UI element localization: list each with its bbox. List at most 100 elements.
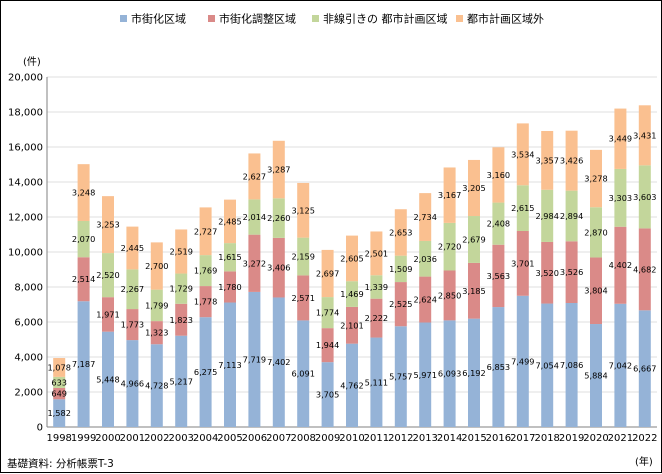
data-label: 1,971 [96, 309, 119, 319]
x-tick-label: 2009 [315, 433, 340, 444]
data-label: 3,804 [584, 286, 607, 296]
data-label: 4,728 [145, 381, 168, 391]
y-tick-label: 10,000 [8, 248, 43, 259]
y-unit-label: (件) [23, 56, 41, 68]
bar-segment [126, 226, 139, 270]
data-label: 1,773 [121, 320, 144, 330]
bar-segment [53, 387, 66, 400]
bar-segment [297, 237, 310, 276]
data-label: 3,534 [511, 149, 534, 159]
legend-label: 市街化調整区域 [219, 12, 296, 26]
data-label: 2,653 [389, 227, 412, 237]
bar-segment [53, 358, 66, 377]
bar-segment [272, 237, 285, 298]
data-label: 3,248 [72, 188, 95, 198]
bar-segment [614, 168, 627, 227]
bar-segment [614, 108, 627, 169]
y-tick-label: 16,000 [8, 143, 43, 154]
data-label: 3,406 [267, 263, 290, 273]
x-tick-label: 2019 [559, 433, 584, 444]
bar-segment [394, 209, 407, 256]
bar-segment [370, 337, 383, 427]
bar-segment [77, 164, 90, 222]
bar-segment [77, 301, 90, 427]
data-label: 5,448 [96, 374, 119, 384]
data-label: 7,187 [72, 359, 95, 369]
bar-segment [297, 182, 310, 238]
data-label: 5,217 [169, 376, 192, 386]
data-label: 3,205 [462, 183, 485, 193]
data-label: 7,054 [535, 360, 558, 370]
data-label: 2,222 [365, 313, 388, 323]
data-label: 5,111 [365, 377, 388, 387]
data-label: 2,485 [218, 216, 241, 226]
bar-segment [443, 167, 456, 223]
data-label: 2,615 [511, 203, 534, 213]
data-label: 2,520 [96, 270, 119, 280]
bar-segment [175, 229, 188, 274]
data-label: 3,426 [560, 156, 583, 166]
y-tick-label: 18,000 [8, 108, 43, 119]
bar-segment [638, 310, 651, 427]
bar-segment [175, 273, 188, 304]
bar-segment [248, 199, 261, 235]
x-tick-label: 2006 [242, 433, 267, 444]
bar-segment [638, 165, 651, 229]
bar-segment [77, 257, 90, 302]
bar-segment [370, 231, 383, 276]
bar-segment [419, 322, 432, 427]
bar-segment [590, 149, 602, 208]
bar-segment [321, 362, 334, 427]
bar-segment [492, 202, 505, 245]
x-tick-label: 2021 [608, 433, 633, 444]
data-label: 2,101 [340, 320, 363, 330]
bar-segment [224, 243, 236, 272]
x-tick-label: 2020 [583, 433, 608, 444]
x-tick-label: 2008 [290, 433, 315, 444]
x-tick-label: 2016 [486, 433, 511, 444]
data-label: 2,408 [487, 219, 510, 229]
x-tick-label: 2007 [266, 433, 291, 444]
data-label: 2,445 [121, 243, 144, 253]
bar-segment [541, 130, 554, 190]
x-tick-label: 2000 [95, 433, 120, 444]
data-label: 3,520 [535, 268, 558, 278]
data-label: 1,823 [169, 315, 192, 325]
bar-segment [370, 275, 383, 299]
data-label: 5,757 [389, 372, 412, 382]
x-tick-label: 1998 [46, 433, 71, 444]
data-label: 6,093 [438, 369, 461, 379]
y-tick-label: 12,000 [8, 213, 43, 224]
data-label: 2,850 [438, 290, 461, 300]
data-label: 2,519 [169, 247, 192, 257]
bar-segment [297, 320, 310, 427]
data-label: 3,705 [316, 390, 339, 400]
bar-segment [346, 306, 358, 344]
x-tick-label: 2003 [168, 433, 193, 444]
bar-segment [272, 198, 285, 238]
data-label: 2,159 [291, 252, 314, 262]
x-tick-label: 2005 [217, 433, 242, 444]
x-tick-label: 2010 [339, 433, 364, 444]
bar-segment [468, 318, 480, 427]
x-unit-label: (年) [635, 455, 653, 468]
data-label: 2,514 [72, 274, 95, 284]
bar-segment [346, 281, 358, 307]
data-label: 6,192 [462, 368, 485, 378]
bar-segment [272, 140, 285, 199]
bar-segment [297, 275, 310, 321]
bar-segment [468, 159, 480, 217]
legend-swatch [120, 15, 127, 22]
data-label: 2,267 [121, 284, 144, 294]
data-label: 5,884 [584, 371, 607, 381]
data-label: 1,729 [169, 284, 192, 294]
data-label: 1,780 [218, 282, 241, 292]
data-label: 2,605 [340, 253, 363, 263]
data-label: 633 [51, 377, 67, 387]
bar-segment [321, 249, 334, 298]
bar-segment [150, 289, 163, 322]
bar-segment [199, 286, 212, 318]
source-note: 基礎資料: 分析帳票T-3 [7, 457, 114, 470]
data-label: 1,339 [365, 282, 388, 292]
bar-segment [53, 399, 66, 427]
